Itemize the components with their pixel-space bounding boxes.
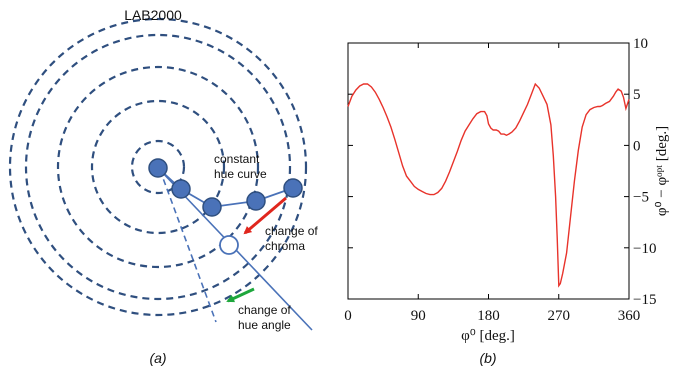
y-tick-label: 10: [633, 36, 648, 52]
x-tick-label: 180: [477, 308, 500, 324]
constant-hue-label-2: hue curve: [214, 167, 267, 181]
change-hue-label-2: hue angle: [238, 318, 291, 332]
y-tick-label: −5: [633, 190, 649, 206]
constant-hue-label-1: constant: [214, 152, 260, 166]
y-tick-label: −15: [633, 292, 656, 308]
y-tick-label: 0: [633, 138, 641, 154]
tick-labels: 0 90 180 270 360−15 −10 −5 0 5 10: [344, 36, 656, 324]
target-point-open: [219, 235, 239, 255]
color-point-5: [283, 178, 303, 198]
ring-4: [24, 33, 292, 301]
ring-3: [56, 65, 260, 269]
x-tick-label: 0: [344, 308, 352, 324]
y-axis-label: φ⁰ − φᵒᵖᵗ [deg.]: [654, 126, 670, 216]
ring-5: [8, 17, 308, 317]
x-axis-label: φ⁰ [deg.]: [461, 328, 515, 344]
change-hue-label-1: change of: [238, 303, 291, 317]
panel-b: 0 90 180 270 360−15 −10 −5 0 5 10 φ⁰ [deg.] φ⁰ − …: [344, 36, 670, 366]
ring-2: [90, 99, 226, 235]
panel-a: LAB2000 constant hue curve change of chr…: [8, 7, 318, 366]
y-tick-label: 5: [633, 87, 641, 103]
green-hue-arrow: [226, 287, 255, 303]
caption-b: (b): [479, 350, 496, 366]
y-tick-label: −10: [633, 241, 656, 257]
change-chroma-label-1: change of: [265, 224, 318, 238]
lab2000-rings: [8, 17, 308, 317]
x-tick-label: 90: [411, 308, 426, 324]
lab2000-label: LAB2000: [124, 7, 182, 23]
x-tick-label: 360: [618, 308, 641, 324]
axis-ticks: [347, 42, 630, 300]
hue-direction-dashed-line: [159, 169, 217, 323]
color-points: [148, 158, 303, 217]
color-point-3: [202, 197, 222, 217]
ring-1: [130, 139, 186, 195]
series-line-phi-difference: [347, 82, 630, 288]
x-tick-label: 270: [548, 308, 571, 324]
color-point-1: [148, 158, 168, 178]
plot-frame: [347, 42, 630, 300]
color-point-4: [246, 191, 266, 211]
red-chroma-arrow: [243, 196, 287, 235]
caption-a: (a): [149, 350, 166, 366]
color-point-2: [171, 179, 191, 199]
change-chroma-label-2: chroma: [265, 239, 305, 253]
